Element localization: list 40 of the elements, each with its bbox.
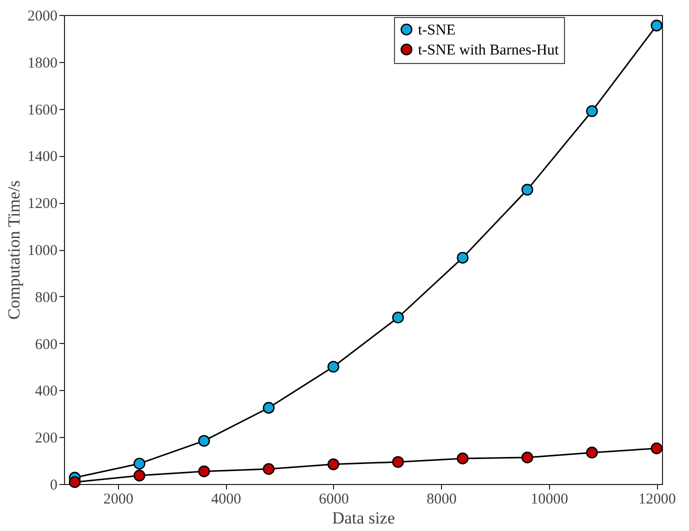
point [134,470,146,482]
y-tick-label: 1600 [28,102,58,118]
x-tick-label: 12000 [638,492,676,508]
point [521,452,534,464]
y-axis-title: Computation Time/s [4,180,24,320]
point [456,452,469,464]
point [586,105,598,118]
legend-label: t-SNE with Barnes-Hut [418,42,560,58]
x-tick-label: 10000 [530,492,568,508]
y-tick-label: 200 [35,430,58,447]
y-tick-label: 600 [35,336,58,353]
point [134,458,146,470]
x-tick-label: 4000 [211,492,242,508]
legend-label: t-SNE [418,22,456,38]
y-tick-label: 0 [50,478,58,494]
point [262,463,275,475]
x-tick-label: 2000 [103,492,134,508]
point [392,312,404,324]
y-tick-label: 2000 [28,8,58,24]
y-tick-label: 400 [35,384,58,400]
y-tick-label: 1000 [28,243,58,259]
y-tick-label: 1800 [28,55,58,72]
point [586,446,598,458]
point [650,442,663,454]
point [262,402,275,414]
y-tick-label: 800 [35,290,58,306]
point [198,434,210,447]
point [327,458,340,470]
point [327,360,340,373]
x-tick-label: 6000 [318,492,349,508]
x-tick-label: 8000 [426,492,457,508]
point [68,476,81,488]
point [456,252,469,264]
y-tick-label: 1200 [28,196,58,212]
y-tick-label: 1400 [28,149,58,166]
point [521,184,534,196]
point [198,465,210,478]
point [392,456,404,468]
point [650,20,663,32]
x-axis-title: Data size [332,508,395,528]
